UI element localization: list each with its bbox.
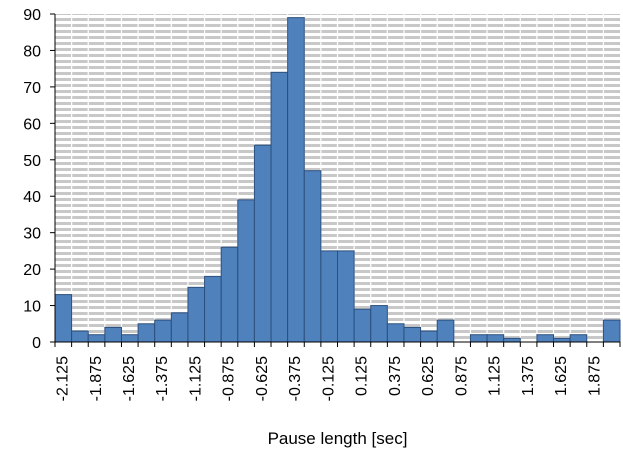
histogram-bar	[487, 335, 504, 342]
x-tick-label: -0.875	[221, 356, 238, 401]
y-tick-label: 80	[23, 43, 41, 60]
y-tick-label: 20	[23, 262, 41, 279]
histogram-bar	[371, 306, 388, 342]
y-tick-label: 70	[23, 80, 41, 97]
x-tick-label: 1.625	[553, 356, 570, 396]
x-tick-label: -1.125	[187, 356, 204, 401]
x-tick-label: 0.625	[420, 356, 437, 396]
histogram-bar	[188, 287, 205, 342]
histogram-bar	[238, 200, 255, 342]
histogram-bar	[221, 247, 238, 342]
y-tick-labels: 0 10 20 30 40 50 60 70 80 90	[23, 7, 41, 352]
histogram-bar	[354, 309, 371, 342]
y-tick-label: 40	[23, 189, 41, 206]
y-tick-label: 60	[23, 116, 41, 133]
x-tick-label: -0.125	[320, 356, 337, 401]
histogram-bar	[554, 338, 571, 342]
x-tick-label: -1.875	[88, 356, 105, 401]
x-tick-label: -0.625	[254, 356, 271, 401]
histogram-bar	[288, 18, 305, 342]
histogram-bar	[55, 295, 72, 342]
x-tick-label: -1.375	[154, 356, 171, 401]
x-tick-label: 1.375	[520, 356, 537, 396]
x-tick-label: -0.375	[287, 356, 304, 401]
histogram-bar	[537, 335, 554, 342]
histogram-bar	[421, 331, 438, 342]
histogram-bar	[205, 276, 222, 342]
x-tick-label: 0.375	[387, 356, 404, 396]
x-axis-title: Pause length [sec]	[268, 429, 408, 448]
histogram-bar	[387, 324, 404, 342]
y-tick-label: 0	[32, 335, 41, 352]
x-tick-label: 1.125	[487, 356, 504, 396]
x-tick-label: -1.625	[121, 356, 138, 401]
y-tick-label: 10	[23, 299, 41, 316]
histogram-bar	[105, 327, 122, 342]
histogram-bar	[470, 335, 487, 342]
histogram-bar	[254, 145, 271, 342]
x-tick-labels: -2.125 -1.875 -1.625 -1.375 -1.125 -0.875 -0.6…	[55, 356, 604, 401]
histogram-bar	[304, 171, 321, 342]
histogram-bar	[338, 251, 355, 342]
histogram-bar	[404, 327, 421, 342]
histogram-bar	[88, 335, 105, 342]
histogram-bar	[138, 324, 155, 342]
histogram-bar	[155, 320, 172, 342]
histogram-bar	[72, 331, 89, 342]
x-tick-label: -2.125	[55, 356, 72, 401]
x-tick-label: 0.875	[453, 356, 470, 396]
histogram-bar	[121, 335, 138, 342]
x-tick-label: 0.125	[354, 356, 371, 396]
histogram-bar	[603, 320, 620, 342]
y-tick-label: 90	[23, 7, 41, 24]
histogram-bar	[271, 72, 288, 342]
histogram-bar	[321, 251, 338, 342]
histogram-bar	[171, 313, 188, 342]
x-tick-label: 1.875	[586, 356, 603, 396]
y-tick-label: 30	[23, 226, 41, 243]
histogram-bar	[437, 320, 454, 342]
histogram-bar	[504, 338, 521, 342]
histogram-bar	[570, 335, 587, 342]
y-tick-label: 50	[23, 153, 41, 170]
